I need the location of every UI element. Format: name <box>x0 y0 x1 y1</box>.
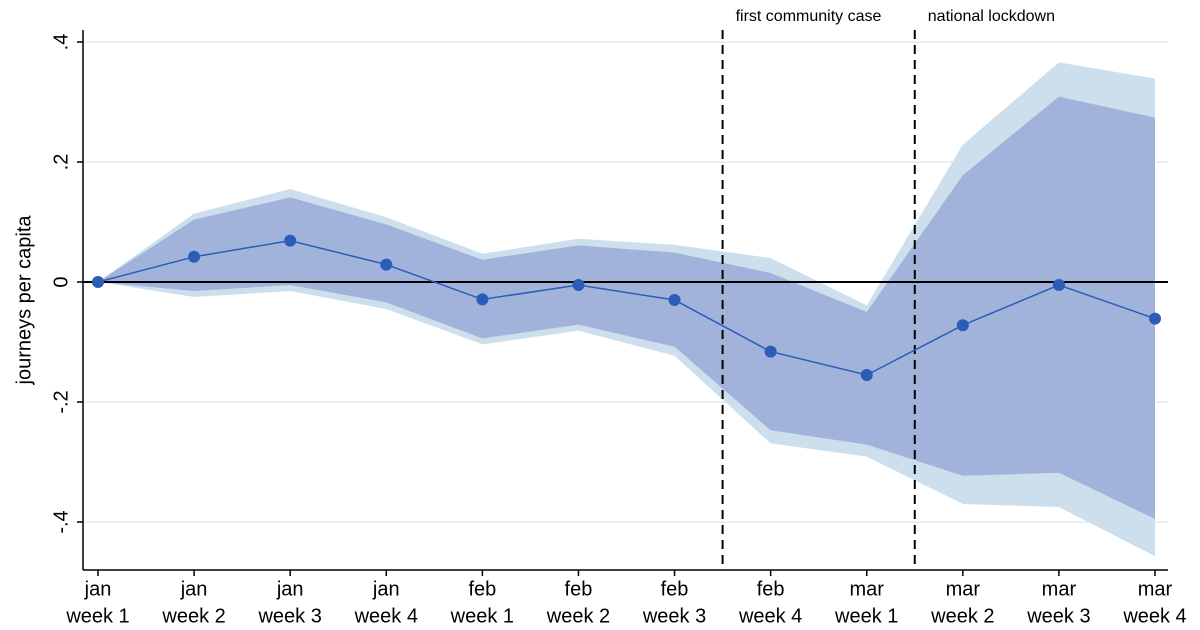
x-tick-label: week 4 <box>1122 605 1186 627</box>
y-tick-label: .4 <box>50 34 72 51</box>
point <box>380 258 393 271</box>
point <box>1052 279 1065 291</box>
point <box>1149 312 1161 325</box>
x-tick-label: jan <box>180 578 208 600</box>
point <box>92 276 104 288</box>
y-tick-label: -.4 <box>50 510 72 533</box>
point <box>956 319 969 332</box>
y-axis-label: journeys per capita <box>13 215 35 386</box>
x-tick-label: feb <box>468 578 496 600</box>
y-tick-label: 0 <box>50 276 72 287</box>
point <box>668 294 681 306</box>
point <box>572 279 585 291</box>
point <box>860 369 873 381</box>
x-tick-label: feb <box>757 578 785 600</box>
x-tick-label: week 1 <box>834 605 898 627</box>
x-tick-label: jan <box>372 578 400 600</box>
x-tick-label: week 4 <box>354 605 418 627</box>
point <box>476 293 489 306</box>
x-tick-label: mar <box>1042 578 1077 600</box>
x-tick-label: jan <box>276 578 304 600</box>
x-tick-label: week 1 <box>450 605 514 627</box>
x-tick-label: week 2 <box>546 605 610 627</box>
line <box>97 239 1156 376</box>
x-tick-label: week 2 <box>161 605 225 627</box>
point <box>764 345 777 358</box>
y-tick-label: -.2 <box>50 390 72 413</box>
x-tick-label: week 3 <box>642 605 706 627</box>
x-tick-label: week 3 <box>257 605 321 627</box>
x-tick-label: week 2 <box>930 605 994 627</box>
point <box>188 250 201 263</box>
x-tick-label: week 3 <box>1026 605 1090 627</box>
x-tick-label: feb <box>565 578 593 600</box>
x-tick-label: feb <box>661 578 689 600</box>
x-tick-label: mar <box>850 578 885 600</box>
y-tick-label: .2 <box>50 154 72 171</box>
x-tick-label: mar <box>1138 578 1173 600</box>
event-label: first community case <box>736 8 882 25</box>
x-tick-label: week 1 <box>65 605 129 627</box>
confidence-band <box>98 96 1155 519</box>
x-tick-label: mar <box>946 578 981 600</box>
x-tick-label: jan <box>84 578 112 600</box>
event-label: national lockdown <box>928 8 1055 25</box>
point <box>284 234 297 247</box>
x-tick-label: week 4 <box>738 605 802 627</box>
